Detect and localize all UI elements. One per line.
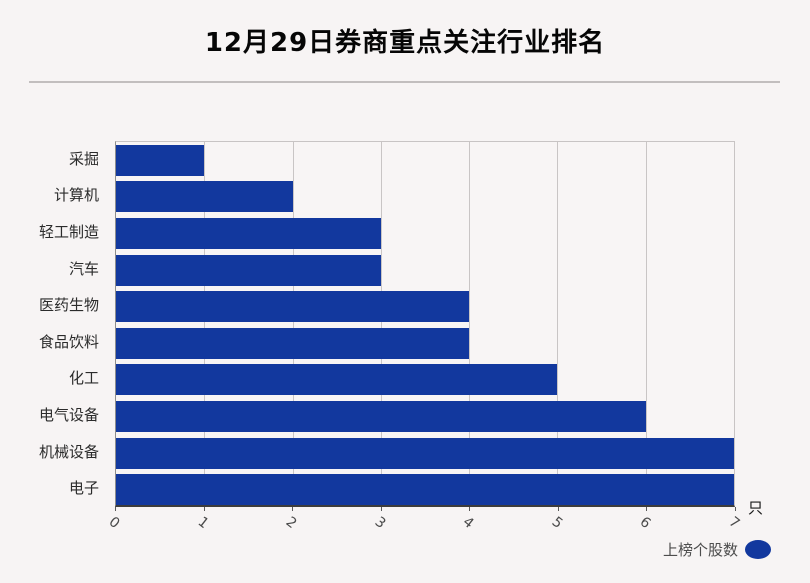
bar-row — [116, 325, 734, 362]
bar-row — [116, 252, 734, 289]
x-tick-label: 4 — [459, 513, 477, 533]
page-title: 12月29日券商重点关注行业排名 — [204, 28, 606, 58]
x-tick-label: 7 — [725, 513, 743, 533]
y-label-采掘: 采掘 — [68, 149, 99, 168]
x-tick-mark — [735, 507, 736, 511]
bar-轻工制造 — [116, 217, 381, 249]
x-tick-label: 2 — [282, 513, 300, 533]
x-tick-mark — [557, 507, 559, 511]
y-label-电子: 电子 — [68, 479, 99, 498]
y-label-汽车: 汽车 — [68, 259, 99, 278]
x-tick-mark — [469, 507, 471, 511]
bar-机械设备 — [116, 437, 734, 469]
bar-化工 — [116, 364, 558, 396]
bar-row — [116, 179, 734, 216]
x-tick-label: 1 — [194, 513, 212, 533]
x-axis-ticks: 0 1 2 3 4 5 6 7 — [106, 507, 743, 541]
bar-汽车 — [116, 254, 381, 286]
legend: 上榜个股数 — [663, 539, 771, 560]
bar-电子 — [116, 474, 734, 506]
gridline — [204, 142, 206, 505]
bar-row — [116, 362, 734, 399]
bar-食品饮料 — [116, 327, 470, 359]
y-axis-labels: 采掘计算机轻工制造汽车医药生物食品饮料化工电气设备机械设备电子 — [0, 141, 107, 507]
x-tick-label: 5 — [548, 513, 566, 533]
bar-row — [116, 215, 734, 252]
bar-计算机 — [116, 181, 293, 213]
y-label-电气设备: 电气设备 — [38, 406, 99, 424]
y-label-轻工制造: 轻工制造 — [38, 223, 99, 241]
x-tick-label: 3 — [371, 513, 389, 533]
bar-row — [116, 398, 734, 435]
x-tick-mark — [646, 507, 648, 511]
x-tick-label: 0 — [105, 513, 123, 533]
gridline — [469, 142, 471, 505]
gridline — [292, 142, 294, 505]
bar-采掘 — [116, 144, 205, 176]
y-label-化工: 化工 — [68, 369, 99, 388]
bar-医药生物 — [116, 291, 470, 323]
legend-label: 上榜个股数 — [662, 541, 738, 559]
bar-row — [116, 435, 734, 472]
x-axis-unit-label: 只 — [748, 499, 764, 517]
y-label-医药生物: 医药生物 — [38, 296, 99, 315]
x-tick-mark — [380, 507, 382, 511]
gridline — [380, 142, 382, 505]
y-label-食品饮料: 食品饮料 — [38, 332, 99, 351]
plot-area — [115, 141, 735, 507]
x-tick-mark — [292, 507, 294, 511]
y-label-机械设备: 机械设备 — [38, 442, 99, 461]
gridline — [557, 142, 559, 505]
x-tick-label: 6 — [637, 513, 654, 533]
y-label-计算机: 计算机 — [53, 186, 99, 205]
bar-电气设备 — [116, 400, 646, 432]
bar-row — [116, 142, 734, 179]
x-tick-mark — [115, 507, 116, 511]
ellipse-marker-icon — [745, 540, 771, 559]
gridline — [645, 142, 647, 505]
title-divider — [29, 81, 780, 83]
bars-container — [116, 142, 734, 508]
bar-row — [116, 288, 734, 325]
x-tick-mark — [203, 507, 205, 511]
bar-row — [116, 471, 734, 508]
